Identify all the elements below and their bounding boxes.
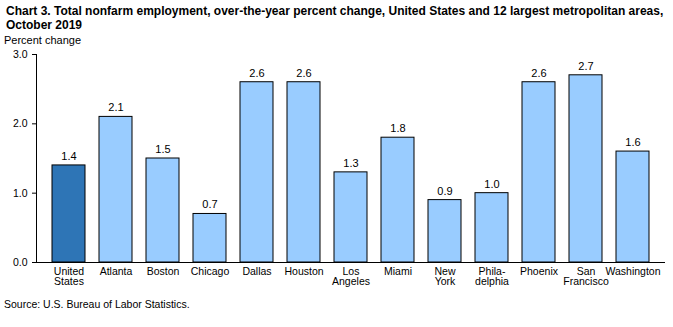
html-text:Percent change: Percent change	[4, 34, 82, 46]
svg-text:Dallas: Dallas	[242, 265, 271, 277]
html-text:Source: U.S. Bureau of Labor S: Source: U.S. Bureau of Labor Statistics.	[4, 298, 190, 310]
svg-text:2.0: 2.0	[13, 117, 28, 129]
svg-text:1.3: 1.3	[343, 157, 358, 169]
svg-text:2.6: 2.6	[531, 67, 546, 79]
svg-text:0.7: 0.7	[202, 198, 217, 210]
svg-text:Chicago: Chicago	[191, 265, 230, 277]
svg-text:1.0: 1.0	[484, 178, 499, 190]
svg-text:Phila-delphia: Phila-delphia	[475, 265, 509, 288]
svg-text:2.7: 2.7	[578, 60, 593, 72]
svg-text:UnitedStates: UnitedStates	[54, 265, 85, 288]
svg-text:1.0: 1.0	[13, 187, 28, 199]
svg-text:NewYork: NewYork	[434, 265, 456, 288]
svg-text:1.6: 1.6	[625, 136, 640, 148]
svg-text:Phoenix: Phoenix	[520, 265, 559, 277]
svg-text:SanFrancisco: SanFrancisco	[563, 265, 609, 288]
svg-text:0.0: 0.0	[13, 256, 28, 268]
svg-text:2.6: 2.6	[249, 67, 264, 79]
svg-text:3.0: 3.0	[13, 48, 28, 60]
svg-text:LosAngeles: LosAngeles	[332, 265, 370, 288]
svg-text:1.8: 1.8	[390, 122, 405, 134]
svg-text:Atlanta: Atlanta	[100, 265, 133, 277]
svg-text:2.1: 2.1	[108, 101, 123, 113]
svg-text:2.6: 2.6	[296, 67, 311, 79]
svg-text:Boston: Boston	[147, 265, 180, 277]
svg-text:Miami: Miami	[384, 265, 412, 277]
svg-text:1.4: 1.4	[61, 150, 76, 162]
svg-text:0.9: 0.9	[437, 185, 452, 197]
svg-text:Washington: Washington	[605, 265, 660, 277]
svg-text:Houston: Houston	[284, 265, 323, 277]
html-text:Chart 3. Total nonfarm employm: Chart 3. Total nonfarm employment, over-…	[6, 4, 664, 32]
svg-text:1.5: 1.5	[155, 143, 170, 155]
